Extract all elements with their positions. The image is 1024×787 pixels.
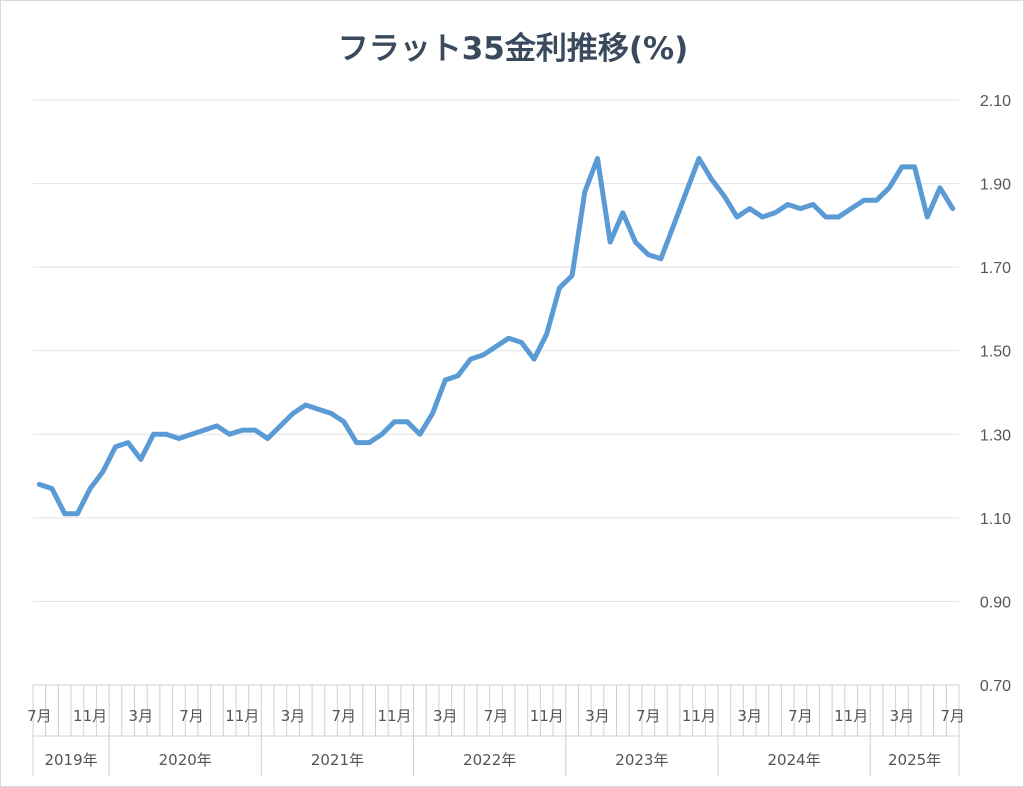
x-tick-label-year: 2025年 bbox=[888, 751, 941, 769]
x-tick-label-month: 7月 bbox=[179, 707, 204, 725]
x-tick-label-year: 2021年 bbox=[311, 751, 364, 769]
y-tick-label: 1.30 bbox=[980, 427, 1011, 444]
x-tick-label-month: 11月 bbox=[377, 707, 411, 725]
x-tick-label-month: 11月 bbox=[225, 707, 259, 725]
x-tick-label-year: 2019年 bbox=[44, 751, 97, 769]
grid bbox=[33, 99, 959, 686]
x-tick-label-month: 11月 bbox=[682, 707, 716, 725]
x-tick-label-month: 3月 bbox=[129, 707, 154, 725]
x-tick-label-month: 11月 bbox=[530, 707, 564, 725]
y-axis: 0.70 0.90 1.10 1.30 1.50 1.70 1.90 2.10 bbox=[980, 93, 1011, 695]
x-tick-label-month: 7月 bbox=[27, 707, 52, 725]
y-tick-label: 1.90 bbox=[980, 177, 1011, 194]
x-axis: 7月 11月 3月 7月 11月 3月 7月 11月 3月 7月 11月 3月 7月 11月 3月 7月 11月… bbox=[27, 685, 965, 776]
x-tick-label-month: 7月 bbox=[788, 707, 813, 725]
x-tick-label-month: 7月 bbox=[636, 707, 661, 725]
line-series bbox=[36, 156, 956, 517]
x-tick-label-year: 2023年 bbox=[615, 751, 668, 769]
x-tick-label-month: 3月 bbox=[585, 707, 610, 725]
x-tick-label-month: 11月 bbox=[834, 707, 868, 725]
x-tick-label-month: 3月 bbox=[281, 707, 306, 725]
y-tick-label: 2.10 bbox=[980, 93, 1011, 110]
x-tick-label-month: 3月 bbox=[433, 707, 458, 725]
x-tick-label-month: 7月 bbox=[940, 707, 965, 725]
x-tick-label-year: 2022年 bbox=[463, 751, 516, 769]
x-tick-label-month: 3月 bbox=[890, 707, 915, 725]
y-tick-label: 0.90 bbox=[980, 594, 1011, 611]
x-tick-label-month: 11月 bbox=[73, 707, 107, 725]
y-tick-label: 0.70 bbox=[980, 678, 1011, 695]
x-tick-label-month: 3月 bbox=[737, 707, 762, 725]
series-line bbox=[36, 156, 956, 517]
chart-title: フラット35金利推移(%) bbox=[338, 31, 689, 67]
x-tick-label-year: 2024年 bbox=[768, 751, 821, 769]
y-tick-label: 1.50 bbox=[980, 344, 1011, 361]
x-tick-label-year: 2020年 bbox=[159, 751, 212, 769]
x-tick-label-month: 7月 bbox=[332, 707, 357, 725]
y-tick-label: 1.70 bbox=[980, 260, 1011, 277]
y-tick-label: 1.10 bbox=[980, 511, 1011, 528]
x-tick-label-month: 7月 bbox=[484, 707, 509, 725]
